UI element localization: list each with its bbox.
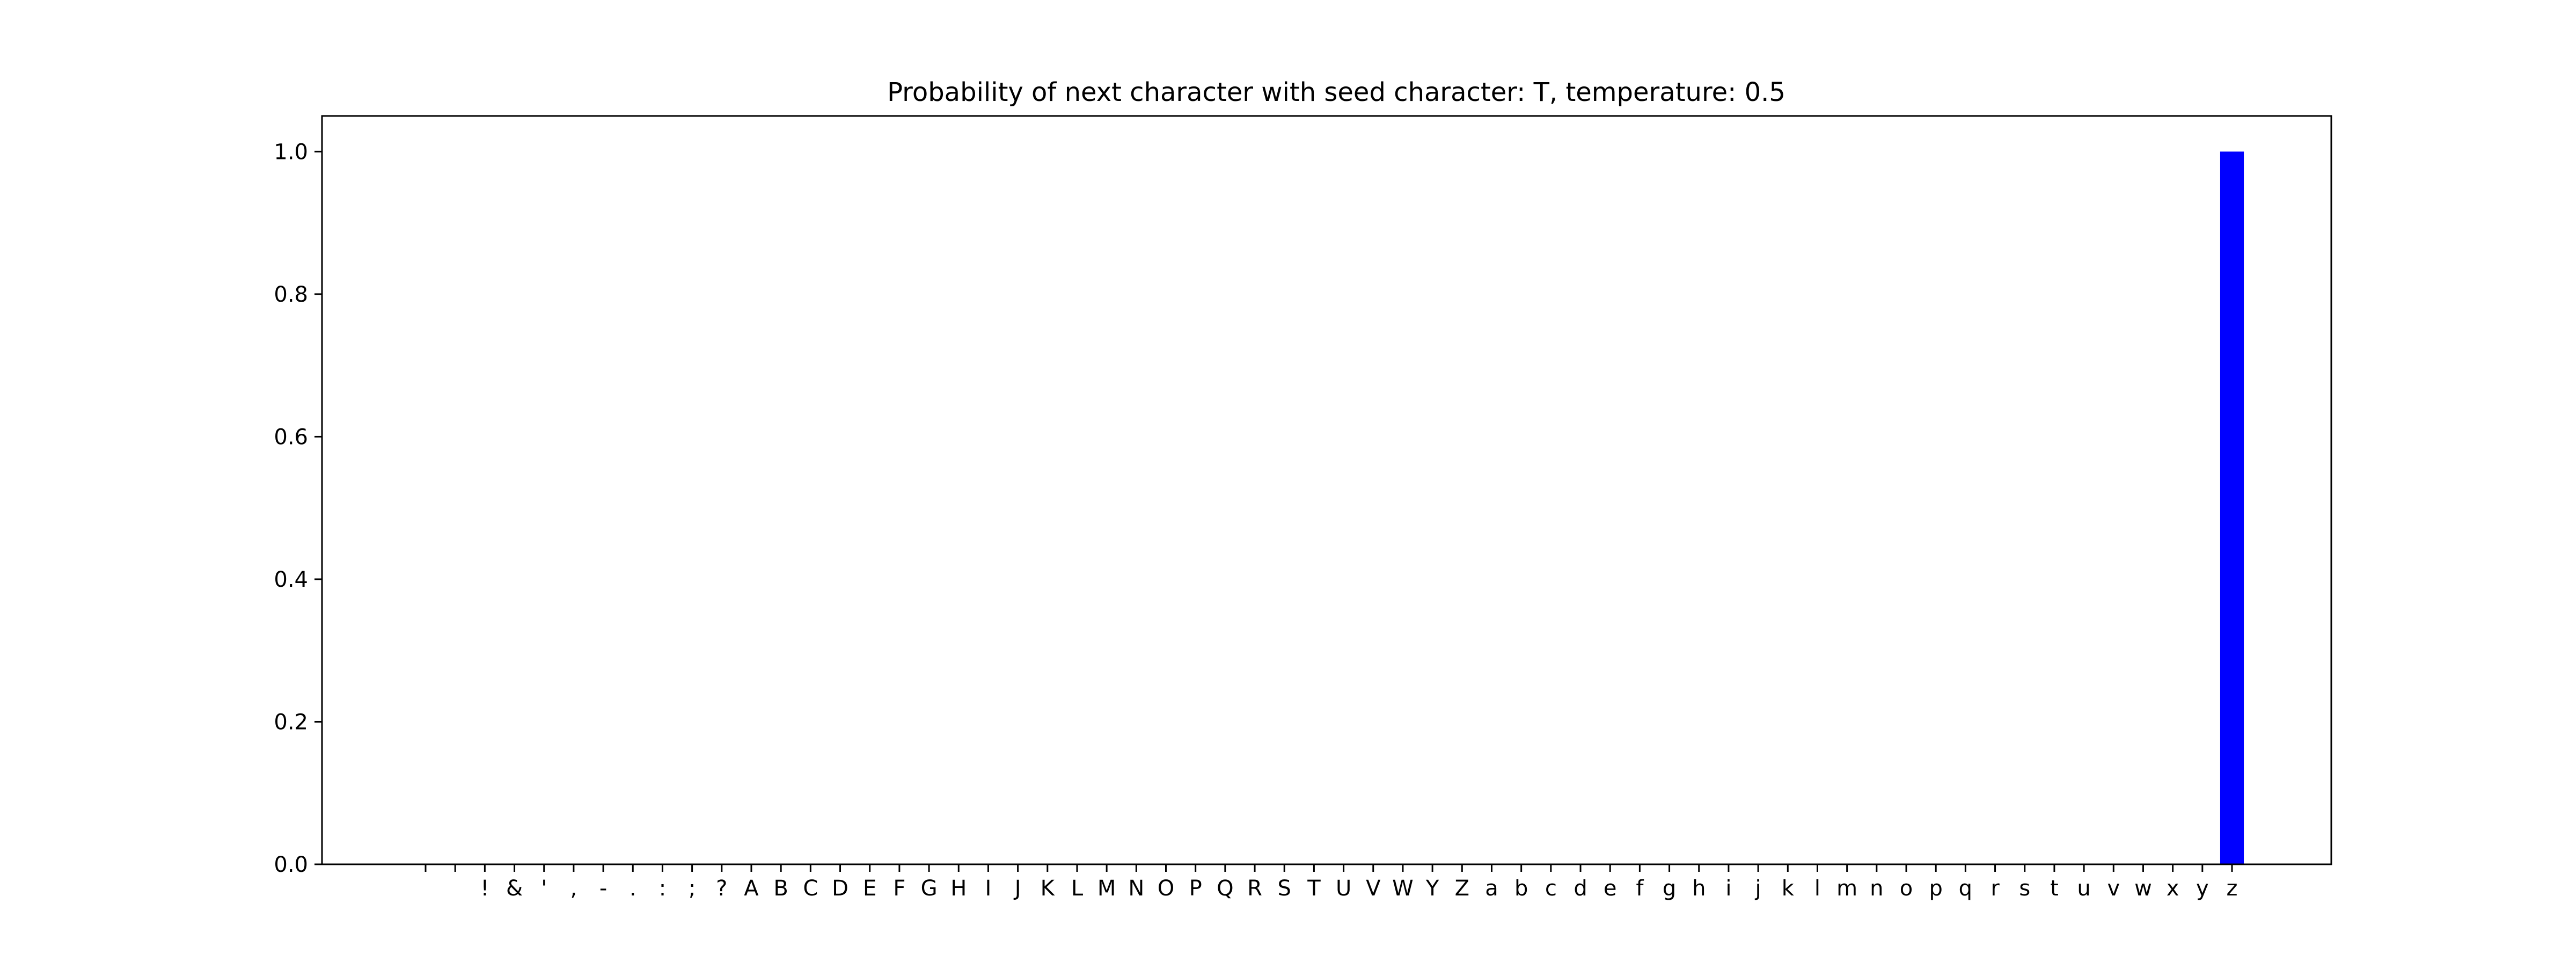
x-tick-label: s <box>2019 876 2030 901</box>
x-tick-label: m <box>1836 876 1857 901</box>
x-tick-label: l <box>1814 876 1820 901</box>
x-tick-label: Q <box>1217 876 1233 901</box>
x-tick-label: k <box>1782 876 1795 901</box>
x-tick-label: . <box>630 876 636 901</box>
x-tick-label: v <box>2107 876 2120 901</box>
x-tick-label: & <box>506 876 523 901</box>
x-tick-label: T <box>1307 876 1321 901</box>
x-tick-label: - <box>599 876 607 901</box>
x-tick-label: J <box>1013 876 1021 901</box>
x-tick-label: K <box>1041 876 1056 901</box>
x-tick-label: Z <box>1455 876 1469 901</box>
x-tick-label: M <box>1097 876 1116 901</box>
x-tick-label: r <box>1990 876 2000 901</box>
x-tick-label: c <box>1545 876 1557 901</box>
x-tick-label: Y <box>1425 876 1439 901</box>
x-tick-label: t <box>2050 876 2059 901</box>
x-tick-label: ! <box>480 876 489 901</box>
x-tick-label: f <box>1636 876 1644 901</box>
x-tick-label: o <box>1900 876 1913 901</box>
x-tick-label: u <box>2077 876 2090 901</box>
x-tick-label: U <box>1336 876 1351 901</box>
bars-layer <box>2220 151 2244 864</box>
x-tick-label: w <box>2134 876 2152 901</box>
x-tick-label: ' <box>541 876 547 901</box>
x-tick-label: x <box>2167 876 2179 901</box>
x-tick-label: y <box>2196 876 2209 901</box>
x-tick-label: q <box>1959 876 1972 901</box>
x-tick-label: H <box>950 876 967 901</box>
x-tick-label: a <box>1485 876 1498 901</box>
y-tick-label: 0.4 <box>274 567 308 592</box>
x-tick-label: N <box>1128 876 1144 901</box>
x-tick-label: i <box>1725 876 1731 901</box>
x-tick-label: z <box>2227 876 2238 901</box>
y-tick-label: 0.8 <box>274 282 308 307</box>
y-tick-label: 0.6 <box>274 425 308 449</box>
chart-title: Probability of next character with seed … <box>887 77 1785 107</box>
y-tick-label: 0.2 <box>274 710 308 734</box>
x-tick-label: b <box>1514 876 1528 901</box>
y-tick-label: 0.0 <box>274 853 308 877</box>
x-tick-label: E <box>863 876 876 901</box>
x-tick-label: d <box>1574 876 1587 901</box>
x-tick-label: : <box>659 876 666 901</box>
x-tick-label: C <box>803 876 818 901</box>
x-tick-label: n <box>1870 876 1883 901</box>
bar <box>2220 151 2244 864</box>
x-tick-label: j <box>1755 876 1761 901</box>
x-tick-label: G <box>921 876 938 901</box>
plot-frame <box>321 115 2332 865</box>
x-tick-label: P <box>1189 876 1202 901</box>
y-tick-label: 1.0 <box>274 140 308 164</box>
x-tick-label: R <box>1247 876 1262 901</box>
x-tick-label: D <box>832 876 848 901</box>
x-tick-label: A <box>744 876 759 901</box>
x-tick-label: ? <box>716 876 727 901</box>
x-tick-label: I <box>985 876 992 901</box>
x-tick-label: S <box>1278 876 1291 901</box>
x-tick-label: W <box>1392 876 1414 901</box>
x-tick-label: , <box>570 876 577 901</box>
x-tick-label: p <box>1929 876 1943 901</box>
x-tick-label: O <box>1158 876 1174 901</box>
x-tick-label: B <box>773 876 788 901</box>
x-tick-label: V <box>1366 876 1381 901</box>
y-axis: 0.0 0.2 0.4 0.6 0.8 1.0 <box>274 140 322 877</box>
x-tick-label: F <box>893 876 905 901</box>
x-tick-label: e <box>1604 876 1617 901</box>
x-tick-label: L <box>1071 876 1084 901</box>
x-tick-label: g <box>1663 876 1676 901</box>
x-tick-label: h <box>1692 876 1706 901</box>
x-tick-label: ; <box>689 876 696 901</box>
